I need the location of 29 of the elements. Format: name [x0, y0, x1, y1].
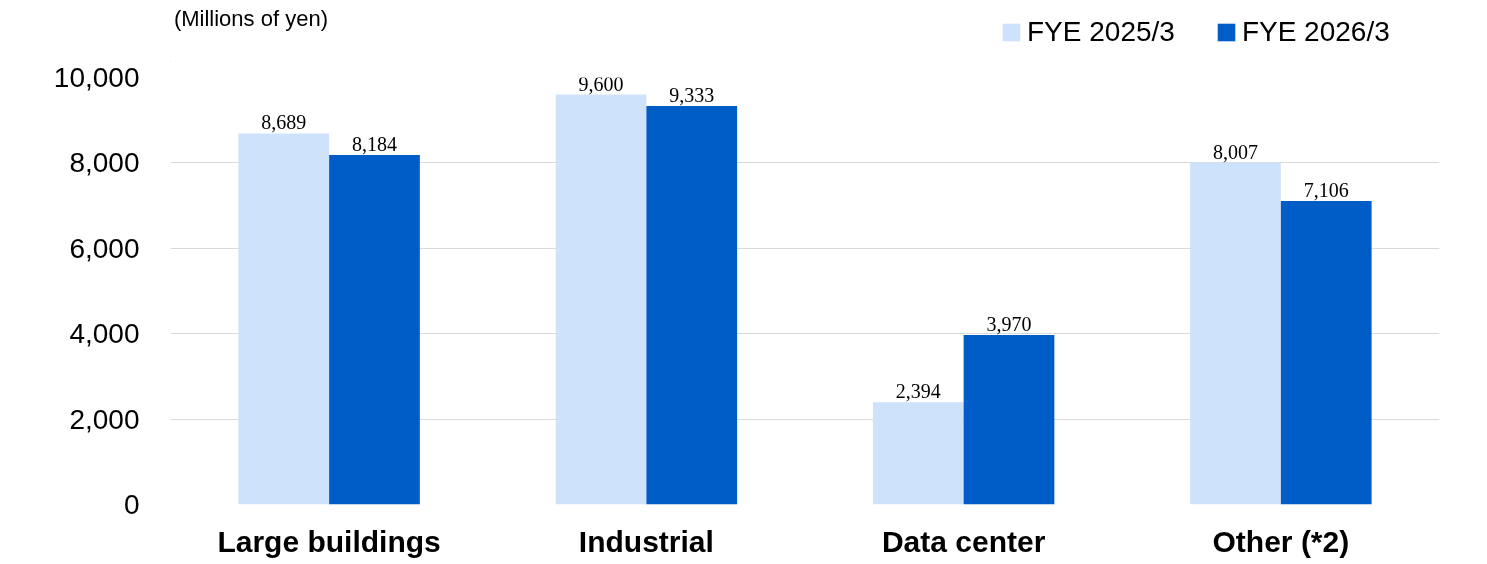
- bar: [329, 155, 420, 505]
- y-tick-label: 0: [123, 489, 140, 520]
- bar: [555, 94, 647, 505]
- x-tick-label: Data center: [881, 524, 1046, 558]
- data-label: 7,106: [1303, 179, 1349, 202]
- bar: [238, 133, 330, 505]
- data-label: 9,333: [669, 83, 715, 106]
- data-label: 8,007: [1213, 140, 1259, 163]
- y-tick-label: 8,000: [69, 147, 140, 179]
- legend-label: FYE 2025/3: [1027, 16, 1175, 48]
- y-tick-label: 4,000: [69, 318, 140, 350]
- data-label: 9,600: [578, 72, 624, 95]
- bar: [963, 334, 1055, 505]
- data-label: 8,689: [261, 111, 307, 134]
- data-label: 2,394: [895, 380, 941, 403]
- x-tick-label: Other (*2): [1212, 524, 1350, 558]
- data-label: 3,970: [986, 312, 1032, 335]
- bar: [646, 105, 738, 505]
- y-tick-label: 6,000: [69, 232, 140, 264]
- y-axis-title: (Millions of yen): [173, 5, 328, 31]
- bar: [872, 402, 964, 505]
- data-label: 8,184: [351, 133, 397, 156]
- x-tick-label: Large buildings: [217, 524, 441, 558]
- y-tick-label: 2,000: [69, 403, 140, 435]
- legend-label: FYE 2026/3: [1241, 16, 1390, 48]
- bar: [1280, 201, 1372, 505]
- x-tick-label: Industrial: [578, 524, 714, 558]
- bar: [1190, 162, 1281, 505]
- y-tick-label: 10,000: [53, 62, 140, 93]
